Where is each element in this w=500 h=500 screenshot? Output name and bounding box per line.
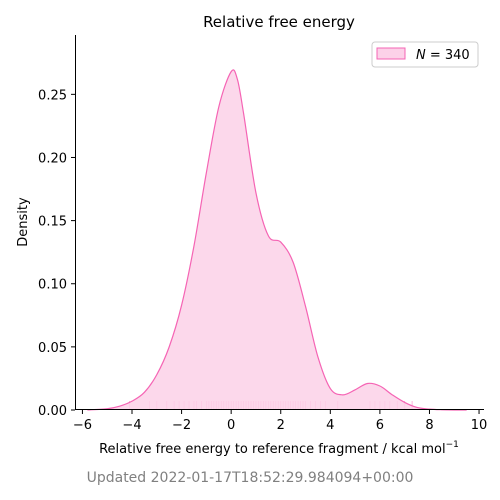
- legend-label-italic: N: [416, 48, 426, 63]
- x-tick-label: 6: [376, 418, 384, 433]
- y-ticks: 0.00 0.05 0.10 0.15 0.20 0.25: [38, 88, 75, 419]
- updated-timestamp: Updated 2022-01-17T18:52:29.984094+00:00: [86, 470, 414, 486]
- y-axis-label: Density: [16, 197, 31, 247]
- x-tick-label: −4: [122, 418, 141, 433]
- y-tick-label: 0.25: [38, 88, 67, 103]
- x-tick-label: 4: [326, 418, 334, 433]
- x-tick-label: −2: [172, 418, 191, 433]
- x-tick-label: 2: [277, 418, 285, 433]
- y-tick-label: 0.15: [38, 215, 67, 230]
- x-tick-label: 0: [227, 418, 235, 433]
- density-area: [87, 69, 467, 411]
- y-tick-label: 0.20: [38, 151, 67, 166]
- x-tick-label: 8: [425, 418, 433, 433]
- x-ticks: −6 −4 −2 0 2 4 6 8 10: [73, 410, 487, 433]
- density-line: [87, 69, 467, 411]
- y-tick-label: 0.10: [38, 278, 67, 293]
- legend: N = 340: [371, 41, 479, 68]
- chart-title: Relative free energy: [203, 13, 355, 31]
- y-tick-label: 0.05: [38, 341, 67, 356]
- y-tick-label: 0.00: [38, 404, 67, 419]
- x-axis-label-superscript: −1: [446, 440, 459, 450]
- legend-label: N = 340: [416, 48, 470, 63]
- legend-swatch: [376, 47, 406, 60]
- legend-label-rest: = 340: [426, 48, 470, 63]
- x-axis-label-text: Relative free energy to reference fragme…: [99, 442, 446, 457]
- x-tick-label: −6: [73, 418, 92, 433]
- x-axis-label: Relative free energy to reference fragme…: [99, 440, 459, 457]
- x-tick-label: 10: [471, 418, 488, 433]
